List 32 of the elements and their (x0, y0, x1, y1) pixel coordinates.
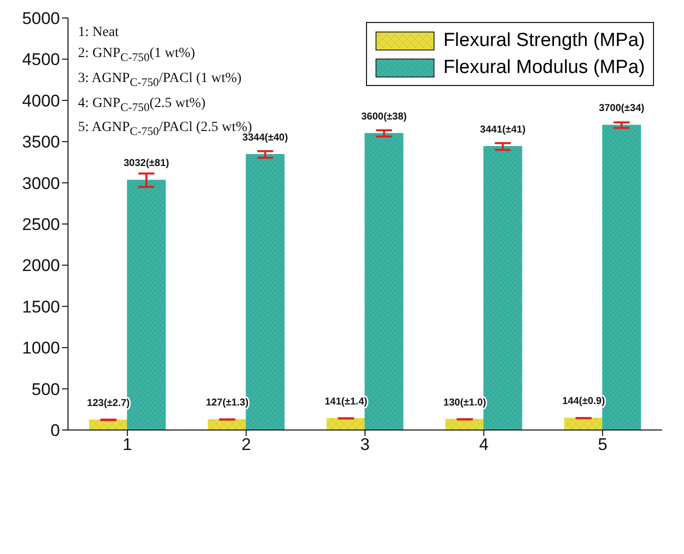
x-tick-label: 1 (122, 435, 132, 454)
x-tick-label: 2 (241, 435, 251, 454)
data-label: 3600(±38) (361, 111, 407, 122)
y-tick-label: 500 (32, 380, 60, 399)
x-tick-label: 3 (360, 435, 370, 454)
y-tick-label: 4500 (22, 50, 60, 70)
annotation: 4: GNP$_{C-750}$(2.5 wt%) (78, 94, 207, 116)
y-tick-label: 0 (50, 421, 60, 440)
bar (564, 418, 603, 430)
y-tick-label: 3500 (22, 132, 60, 152)
annotation: 1: Neat (78, 24, 120, 42)
y-tick-label: 3000 (22, 174, 60, 193)
y-tick-label: 2500 (22, 215, 60, 234)
data-label: 3032(±81) (124, 158, 170, 170)
y-tick-label: 4000 (22, 91, 60, 110)
annotation: 3: AGNP$_{C-750}$/PACl (1 wt%) (78, 70, 243, 91)
data-label: 3344(±40) (242, 132, 288, 144)
x-tick-label: 5 (598, 435, 608, 454)
bar (208, 419, 247, 430)
bar (445, 418, 484, 430)
data-label: 3441(±41) (480, 124, 526, 136)
bar (326, 418, 366, 430)
y-tick-label: 1500 (22, 297, 60, 316)
x-tick-label: 4 (479, 435, 489, 454)
annotation: 2: GNP$_{C-750}$(1 wt%) (78, 45, 196, 66)
bar (88, 419, 128, 430)
legend-label: Flexural Modulus (MPa) (443, 56, 645, 80)
y-tick-label: 2000 (22, 256, 60, 276)
y-tick-label: 1000 (22, 338, 60, 358)
y-tick-label: 5000 (22, 9, 60, 28)
data-label: 3700(±34) (598, 103, 644, 114)
legend-label: Flexural Strength (MPa) (443, 29, 645, 53)
